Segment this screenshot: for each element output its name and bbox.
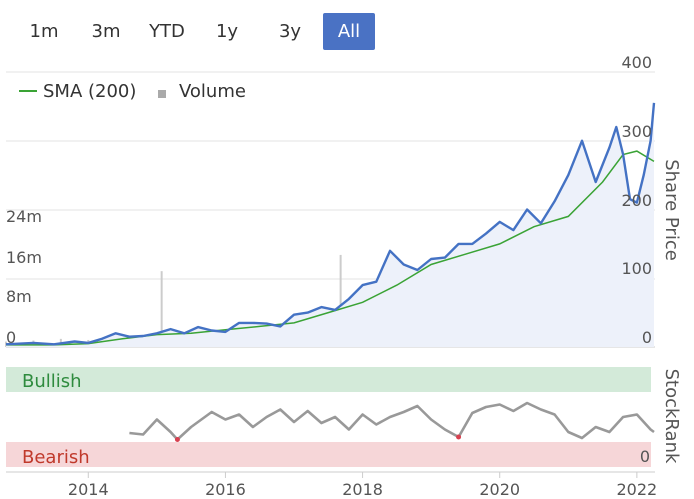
range-1m-button[interactable]: 1m: [19, 13, 69, 50]
range-ytd-button[interactable]: YTD: [142, 13, 192, 50]
volume-bar: [339, 254, 342, 347]
bearish-marker: [456, 434, 462, 440]
bullish-label: Bullish: [22, 371, 82, 392]
bearish-label: Bearish: [22, 447, 90, 468]
stockrank-line: [129, 401, 655, 441]
sma-legend-label: SMA (200): [43, 81, 136, 102]
bearish-band: [6, 442, 651, 467]
price-area-fill: [6, 102, 654, 348]
volume-tick-0: 0: [6, 328, 16, 347]
stockrank-bearish-markers: [174, 434, 462, 442]
x-tick-label: 2016: [205, 480, 246, 499]
price-tick-400: 400: [621, 53, 652, 72]
price-axis: 400 300 200 100 0 Share Price: [621, 53, 682, 347]
stockrank-tick-0: 0: [640, 447, 650, 466]
volume-legend-swatch: [158, 90, 166, 98]
volume-axis: 24m 16m 8m 0: [6, 207, 42, 347]
volume-tick-16m: 16m: [6, 248, 42, 267]
volume-tick-24m: 24m: [6, 207, 42, 226]
volume-tick-8m: 8m: [6, 287, 32, 306]
stockrank-axis-label: StockRank: [661, 369, 682, 464]
x-tick-label: 2020: [479, 480, 520, 499]
range-1y-button[interactable]: 1y: [204, 13, 250, 50]
share-price-line: [5, 102, 656, 346]
bullish-band: [6, 367, 651, 392]
share-price-axis-label: Share Price: [661, 159, 682, 261]
x-tick-label: 2022: [616, 480, 657, 499]
price-tick-100: 100: [621, 259, 652, 278]
x-tick-label: 2014: [68, 480, 109, 499]
range-3m-button[interactable]: 3m: [80, 13, 132, 50]
volume-legend-label: Volume: [179, 81, 246, 102]
volume-bar: [160, 271, 163, 347]
bearish-marker: [174, 437, 180, 442]
stockrank-panel: Bullish Bearish 0 StockRank: [6, 367, 682, 468]
range-all-button[interactable]: All: [323, 13, 375, 50]
chart-legend: SMA (200) Volume: [19, 81, 246, 102]
range-3y-button[interactable]: 3y: [266, 13, 314, 50]
x-tick-label: 2018: [342, 480, 383, 499]
x-axis: 2014 2016 2018 2020 2022: [6, 471, 657, 499]
price-tick-200: 200: [621, 191, 652, 210]
price-tick-300: 300: [621, 122, 652, 141]
price-tick-0: 0: [642, 328, 652, 347]
